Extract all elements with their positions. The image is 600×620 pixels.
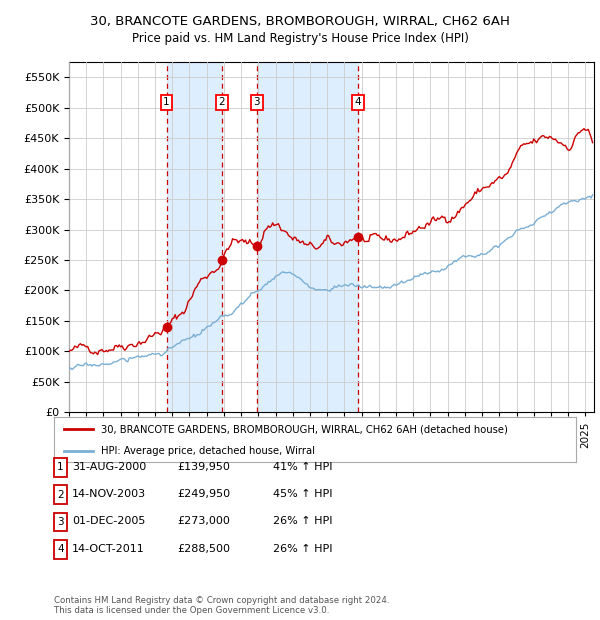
Text: 41% ↑ HPI: 41% ↑ HPI (273, 462, 332, 472)
Text: £288,500: £288,500 (177, 544, 230, 554)
Text: £249,950: £249,950 (177, 489, 230, 499)
Text: 1: 1 (57, 463, 64, 472)
Text: 26% ↑ HPI: 26% ↑ HPI (273, 516, 332, 526)
Text: 1: 1 (163, 97, 170, 107)
Bar (257, 62, 358, 412)
Bar (167, 62, 222, 412)
Text: 4: 4 (355, 97, 361, 107)
Text: 30, BRANCOTE GARDENS, BROMBOROUGH, WIRRAL, CH62 6AH: 30, BRANCOTE GARDENS, BROMBOROUGH, WIRRA… (90, 16, 510, 29)
Text: 2: 2 (57, 490, 64, 500)
Text: 30, BRANCOTE GARDENS, BROMBOROUGH, WIRRAL, CH62 6AH (detached house): 30, BRANCOTE GARDENS, BROMBOROUGH, WIRRA… (101, 424, 508, 435)
Text: 14-OCT-2011: 14-OCT-2011 (72, 544, 145, 554)
Text: Contains HM Land Registry data © Crown copyright and database right 2024.
This d: Contains HM Land Registry data © Crown c… (54, 596, 389, 615)
Text: £139,950: £139,950 (177, 462, 230, 472)
Text: Price paid vs. HM Land Registry's House Price Index (HPI): Price paid vs. HM Land Registry's House … (131, 32, 469, 45)
Text: 14-NOV-2003: 14-NOV-2003 (72, 489, 146, 499)
Text: 01-DEC-2005: 01-DEC-2005 (72, 516, 145, 526)
Text: 3: 3 (57, 517, 64, 527)
Text: 31-AUG-2000: 31-AUG-2000 (72, 462, 146, 472)
Text: 2: 2 (218, 97, 225, 107)
Text: 45% ↑ HPI: 45% ↑ HPI (273, 489, 332, 499)
Text: 26% ↑ HPI: 26% ↑ HPI (273, 544, 332, 554)
Text: £273,000: £273,000 (177, 516, 230, 526)
Text: 3: 3 (254, 97, 260, 107)
Text: 4: 4 (57, 544, 64, 554)
Text: HPI: Average price, detached house, Wirral: HPI: Average price, detached house, Wirr… (101, 446, 315, 456)
